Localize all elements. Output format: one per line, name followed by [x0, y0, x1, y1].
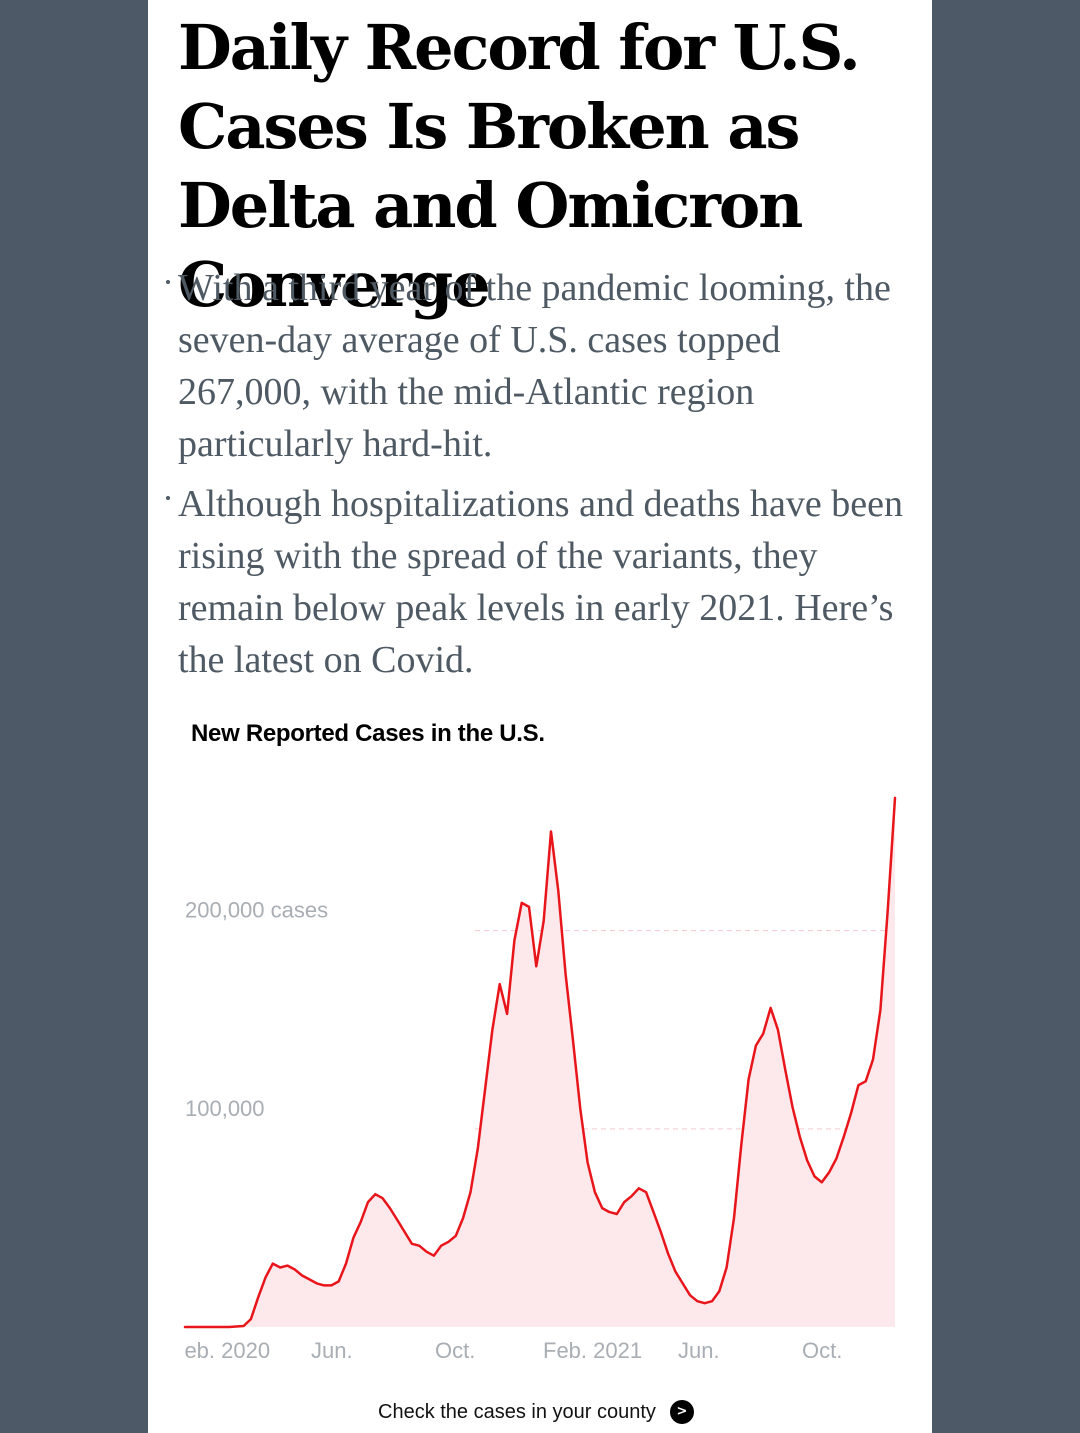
x-tick-label-5: Oct.	[802, 1338, 842, 1363]
county-cases-link[interactable]: Check the cases in your county >	[378, 1400, 694, 1424]
bullet-dot-icon	[166, 280, 170, 284]
summary-bullet-text: With a third year of the pandemic loomin…	[178, 267, 891, 465]
chart-title: New Reported Cases in the U.S.	[191, 720, 545, 747]
arrow-right-circle-icon: >	[669, 1400, 694, 1424]
summary-bullet-text: Although hospitalizations and deaths hav…	[178, 483, 903, 681]
y-tick-label-0: 200,000 cases	[185, 898, 328, 923]
article-card: Daily Record for U.S. Cases Is Broken as…	[148, 0, 932, 1433]
summary-bullet: With a third year of the pandemic loomin…	[148, 262, 932, 470]
summary-bullet: Although hospitalizations and deaths hav…	[148, 478, 932, 686]
x-tick-label-0: Feb. 2020	[171, 1338, 270, 1363]
x-tick-label-2: Oct.	[435, 1338, 475, 1363]
x-tick-label-4: Jun.	[678, 1338, 720, 1363]
headline: Daily Record for U.S. Cases Is Broken as…	[178, 11, 861, 321]
bullet-dot-icon	[166, 496, 170, 500]
y-tick-label-1: 100,000	[185, 1096, 265, 1121]
series-line	[183, 796, 897, 1329]
cases-chart: 200,000 cases 100,000 Feb. 2020 Jun. Oct. Feb…	[148, 796, 897, 1372]
summary-bullets: With a third year of the pandemic loomin…	[148, 262, 932, 694]
x-axis-clip-mask	[148, 1332, 185, 1372]
county-cases-link-label: Check the cases in your county	[378, 1400, 656, 1423]
series-area	[185, 797, 895, 1327]
x-tick-label-1: Jun.	[311, 1338, 353, 1363]
x-tick-label-3: Feb. 2021	[543, 1338, 642, 1363]
